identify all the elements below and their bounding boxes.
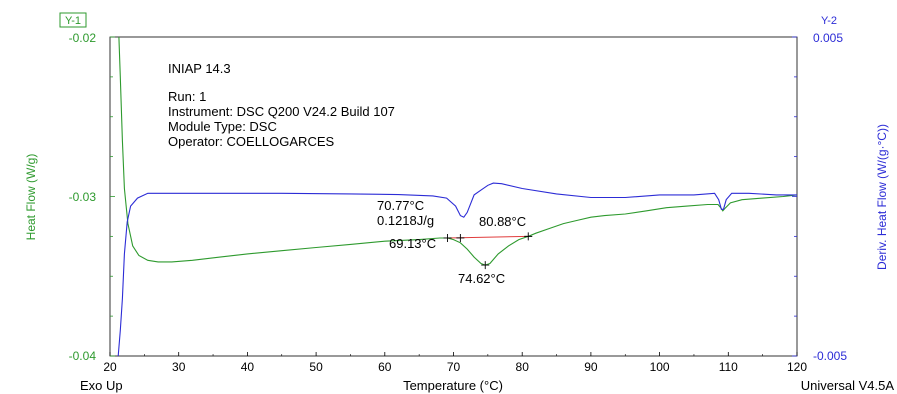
annotation-onset-enthalpy: 0.1218J/g [377, 213, 434, 228]
integration-overlay [443, 232, 533, 270]
x-tick-label-7: 90 [584, 360, 598, 374]
x-axis-label: Temperature (°C) [403, 378, 503, 393]
x-axis-ticks: 20 30 40 50 60 70 80 90 100 110 120 [103, 352, 807, 374]
curves [117, 36, 798, 357]
x-tick-label-6: 80 [516, 360, 530, 374]
annotation-peak-temp: 74.62°C [458, 271, 505, 286]
header-instrument: Instrument: DSC Q200 V24.2 Build 107 [168, 104, 395, 119]
x-tick-label-9: 110 [719, 360, 738, 374]
marker-0 [443, 233, 452, 242]
header-sample: INIAP 14.3 [168, 61, 231, 76]
x-tick-label-0: 20 [103, 360, 117, 374]
y1-tick-label-bottom: -0.04 [69, 349, 97, 363]
y-axis-ticks [110, 36, 797, 357]
x-tick-label-1: 30 [172, 360, 186, 374]
y2-tag: Y-2 [821, 15, 837, 27]
x-tick-label-3: 50 [309, 360, 323, 374]
plot-frame [109, 36, 798, 357]
x-tick-label-5: 70 [447, 360, 461, 374]
x-tick-label-10: 120 [787, 360, 807, 374]
footer-right: Universal V4.5A [801, 378, 895, 393]
y1-tick-label-mid: -0.03 [69, 190, 97, 204]
header-run: Run: 1 [168, 89, 206, 104]
marker-1 [456, 233, 465, 242]
annotation-right-temp: 80.88°C [479, 214, 526, 229]
x-tick-label-8: 100 [650, 360, 670, 374]
header-module: Module Type: DSC [168, 119, 277, 134]
y1-tag: Y-1 [65, 15, 81, 27]
y1-tag-box [59, 12, 87, 28]
y1-axis-label: Heat Flow (W/g) [24, 154, 38, 241]
footer-left: Exo Up [80, 378, 123, 393]
y2-tick-label-top: 0.005 [813, 31, 843, 45]
deriv-heat-flow-curve [117, 182, 797, 357]
marker-2 [481, 261, 490, 270]
x-tick-label-4: 60 [378, 360, 392, 374]
x-tick-label-2: 40 [241, 360, 255, 374]
header-operator: Operator: COELLOGARCES [168, 134, 334, 149]
y1-tick-label-top: -0.02 [69, 31, 97, 45]
y2-tick-label-bottom: -0.005 [813, 349, 847, 363]
annotation-left-temp: 69.13°C [389, 236, 436, 251]
marker-3 [524, 232, 533, 241]
annotation-onset-temp: 70.77°C [377, 198, 424, 213]
y2-axis-label: Deriv. Heat Flow (W/(g·°C)) [875, 124, 889, 270]
